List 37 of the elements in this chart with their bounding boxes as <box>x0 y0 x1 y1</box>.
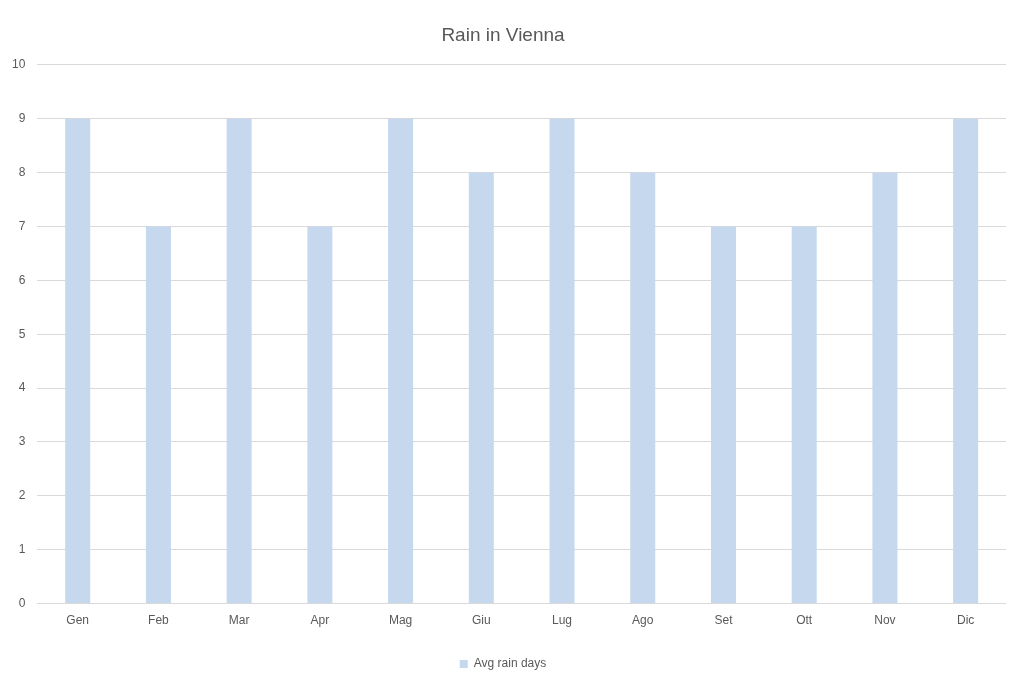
x-tick-label: Mag <box>388 613 413 628</box>
x-tick-label: Mar <box>228 613 250 628</box>
y-tick-label: 8 <box>18 164 26 179</box>
x-tick-label: Lug <box>552 613 573 628</box>
bar <box>145 226 171 604</box>
y-tick-label: 10 <box>11 57 26 72</box>
bar <box>630 172 656 604</box>
bar <box>65 118 91 604</box>
x-tick-label: Apr <box>310 613 330 628</box>
legend-label: Avg rain days <box>473 656 547 671</box>
x-tick-label: Gen <box>66 613 90 628</box>
chart-title: Rain in Vienna <box>441 23 566 45</box>
bar <box>307 226 333 604</box>
y-tick-label: 5 <box>18 326 26 341</box>
y-tick-label: 2 <box>18 488 26 503</box>
y-tick-label: 7 <box>18 218 26 233</box>
y-tick-label: 9 <box>18 110 26 125</box>
bar <box>226 118 252 604</box>
y-tick-label: 4 <box>18 380 26 395</box>
bar <box>710 226 736 604</box>
x-tick-label: Ago <box>632 613 654 628</box>
x-tick-label: Set <box>714 613 734 628</box>
bar <box>468 172 494 604</box>
bar <box>791 226 817 604</box>
bar <box>872 172 898 604</box>
x-tick-label: Ott <box>796 613 813 628</box>
y-tick-label: 0 <box>18 595 26 610</box>
y-tick-label: 6 <box>18 272 26 287</box>
x-tick-label: Feb <box>148 613 170 628</box>
x-tick-label: Dic <box>956 613 975 628</box>
y-tick-label: 1 <box>18 542 26 557</box>
x-tick-label: Giu <box>471 613 491 628</box>
bar <box>953 118 979 604</box>
x-tick-label: Nov <box>874 613 896 628</box>
bar <box>388 118 414 604</box>
y-tick-label: 3 <box>18 434 26 449</box>
bar <box>549 118 575 604</box>
